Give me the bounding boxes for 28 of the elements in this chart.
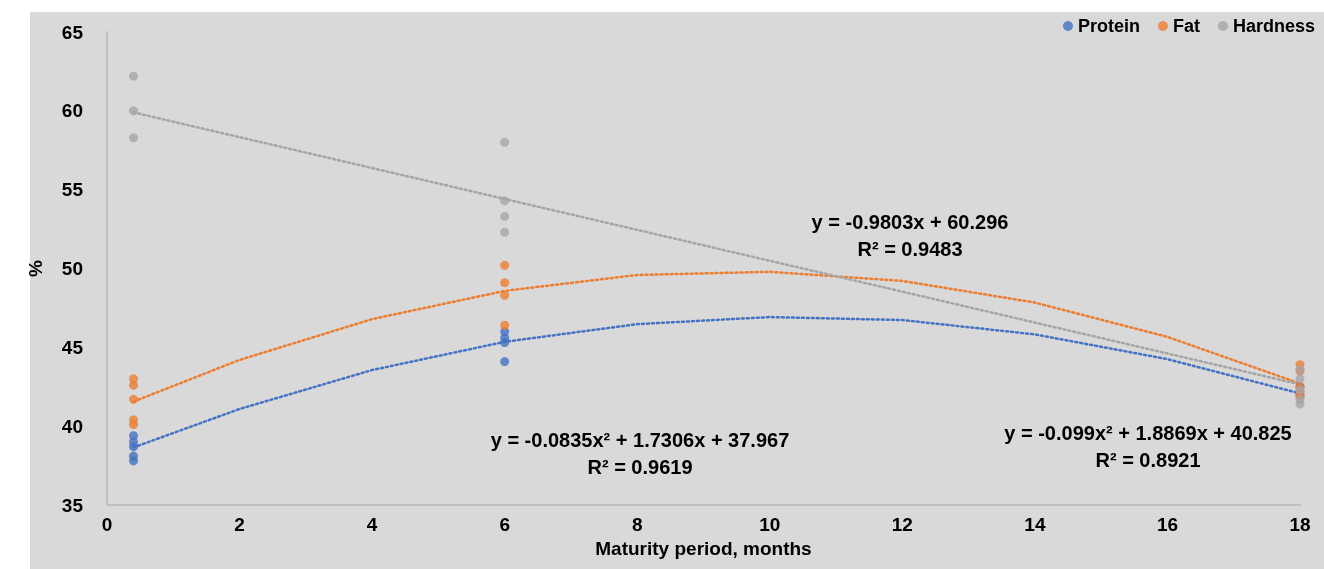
y-tick-label: 40 [61,415,83,437]
x-tick-label: 14 [1024,514,1046,535]
annotation: y = -0.9803x + 60.296 [811,211,1009,233]
x-tick-label: 10 [759,514,781,535]
x-tick-label: 0 [101,514,113,535]
y-tick-label: 60 [61,100,83,122]
y-axis-title: % [25,259,46,277]
x-tick-label: 4 [366,514,378,535]
y-tick-label: 45 [61,336,84,358]
x-tick-label: 6 [499,514,510,535]
y-tick-label: 65 [61,21,84,43]
y-tick-label: 35 [61,494,84,516]
x-tick-label: 18 [1289,514,1311,535]
legend-label: Protein [1077,16,1140,36]
y-tick-label: 50 [61,258,83,279]
annotation: R² = 0.9619 [587,456,693,478]
x-tick-label: 12 [891,514,913,535]
annotation: R² = 0.9483 [857,238,963,260]
annotation: y = -0.099x² + 1.8869x + 40.825 [1004,422,1292,444]
legend-label: Hardness [1232,16,1316,36]
annotation: y = -0.0835x² + 1.7306x + 37.967 [490,429,790,451]
x-tick-label: 8 [631,514,643,535]
x-tick-label: 2 [234,514,245,535]
x-axis-title: Maturity period, months [595,537,812,559]
x-tick-label: 16 [1156,514,1179,535]
annotation: R² = 0.8921 [1095,449,1201,471]
y-tick-label: 55 [61,179,84,201]
legend-label: Fat [1172,16,1200,36]
